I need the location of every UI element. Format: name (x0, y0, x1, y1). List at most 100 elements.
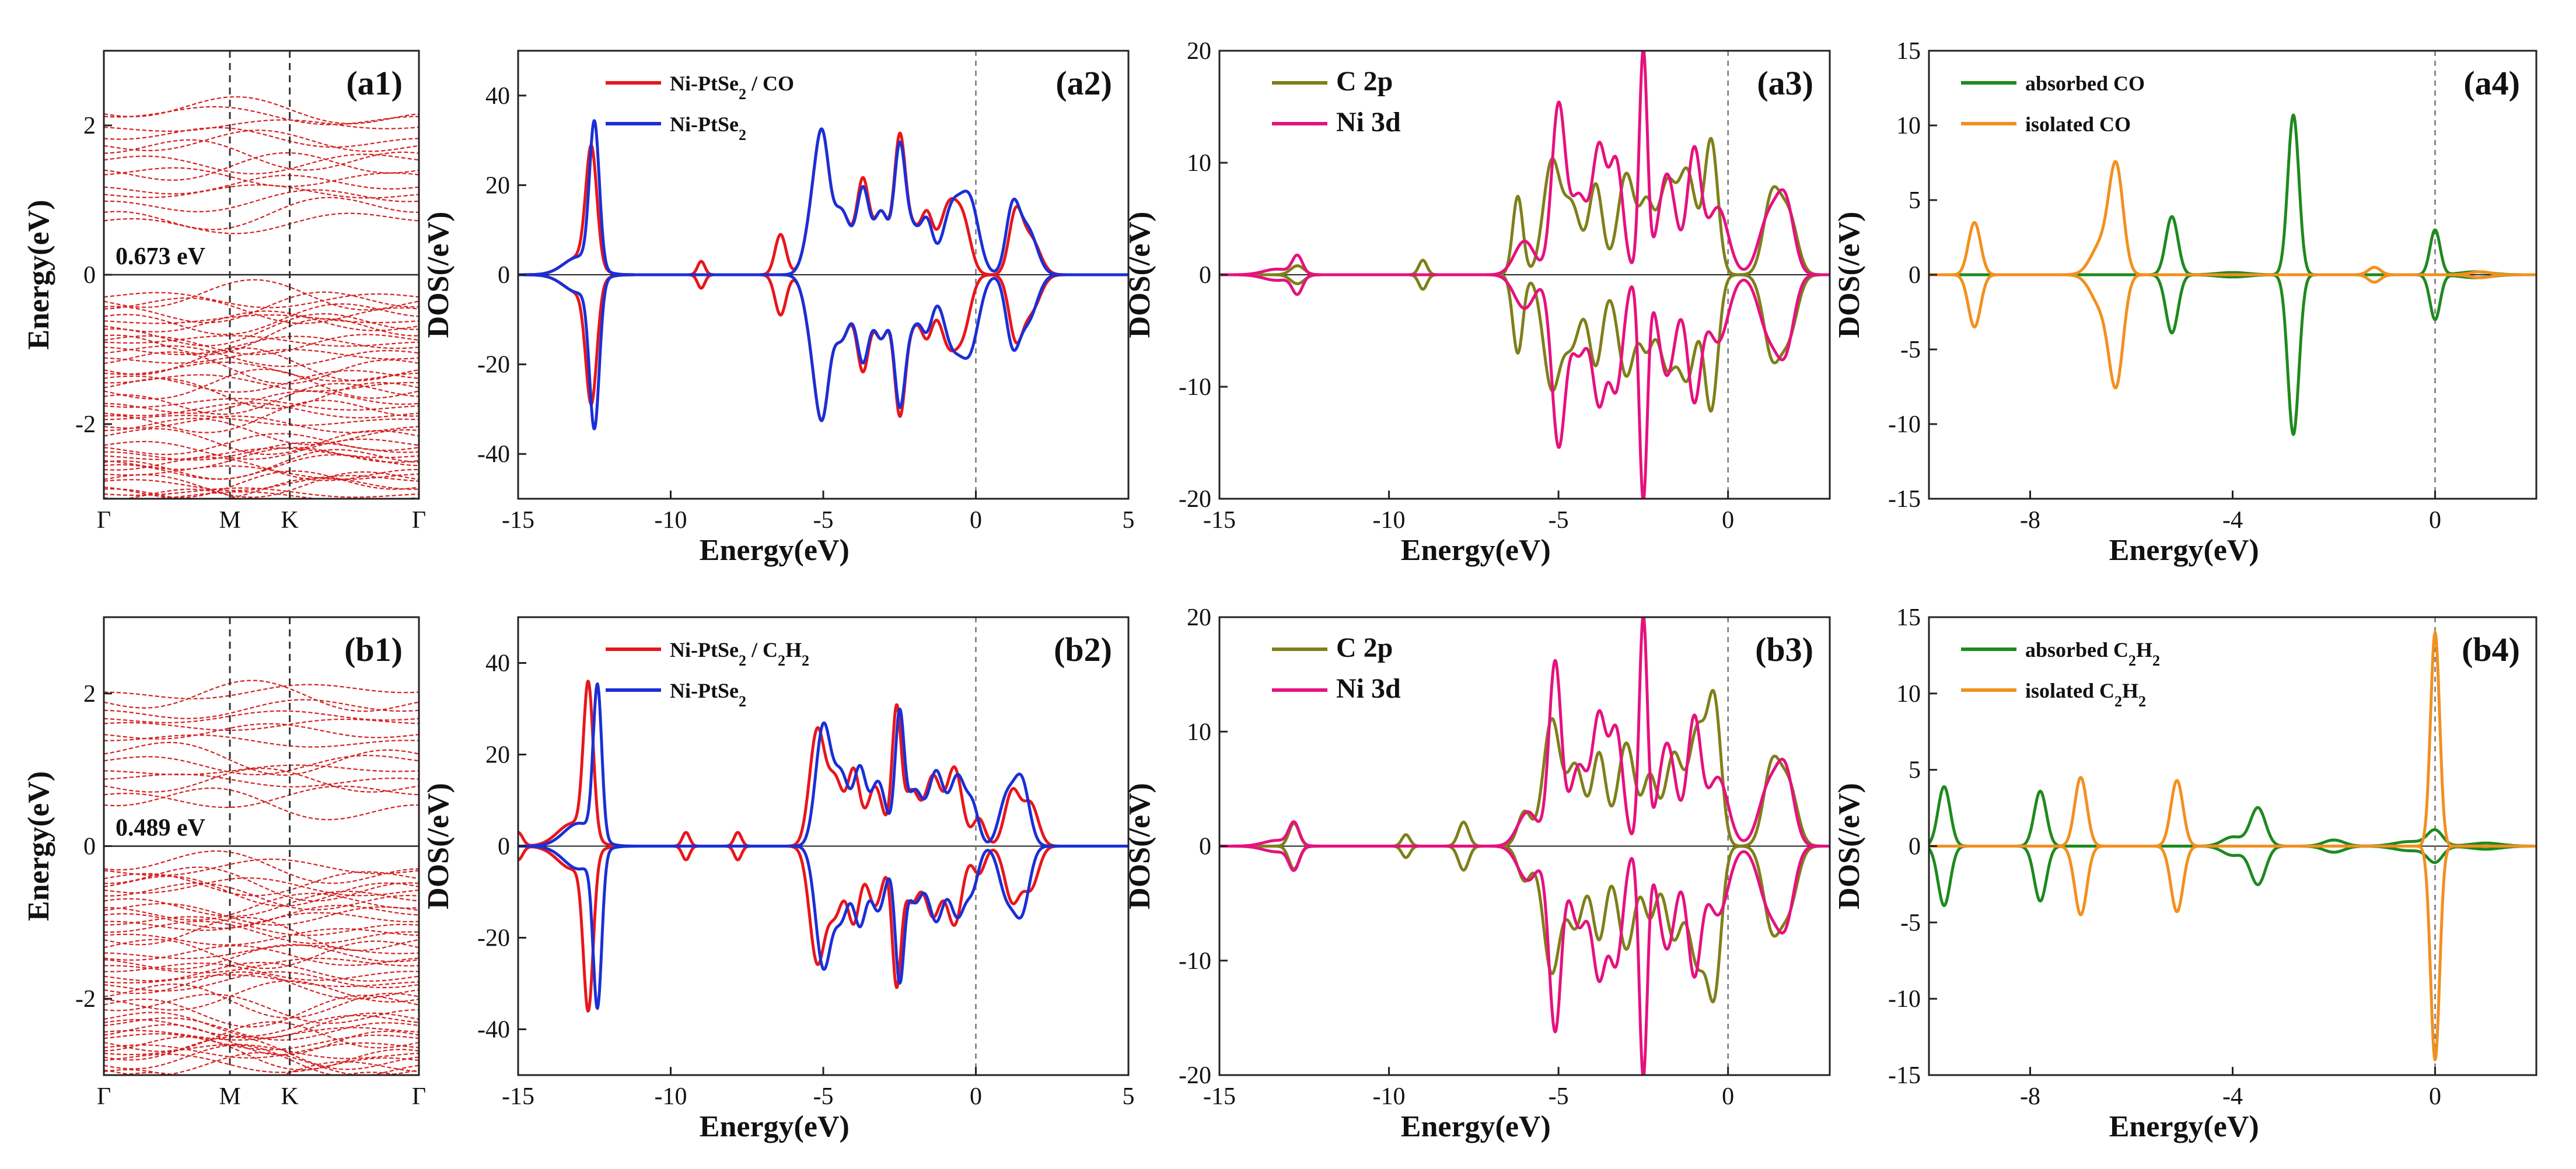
legend-label: Ni-PtSe2 / CO (670, 72, 794, 103)
kpoint-label: Γ (412, 507, 426, 534)
band-line (104, 921, 419, 944)
legend-subscript: 2 (739, 86, 746, 103)
band-line (121, 488, 242, 499)
band-line (104, 866, 419, 902)
x-tick-label: -4 (2222, 1083, 2243, 1110)
y-tick-label: -15 (1888, 486, 1921, 513)
band-line (104, 788, 419, 821)
x-tick-label: 5 (1123, 1083, 1135, 1110)
y-tick-label: 20 (1187, 604, 1211, 631)
band-line (104, 1042, 419, 1059)
band-line (104, 465, 419, 480)
band-line (104, 347, 419, 382)
legend-label: isolated CO (2025, 113, 2131, 136)
band-line (104, 993, 419, 1024)
dos-curve-spin-down (518, 273, 1128, 422)
band-line (104, 939, 419, 970)
dos-chart-b4: -8 -4 0 -15 -10 -5 0 5 10 15 DOS(/eV) Energy(eV) (b4… (1833, 604, 2537, 1143)
band-line (104, 351, 419, 385)
y-tick-label: -10 (1888, 411, 1921, 438)
band-line (104, 858, 419, 876)
dos-curve-spin-up (1929, 631, 2536, 848)
band-line (104, 418, 419, 446)
legend-label: Ni 3d (1336, 107, 1401, 138)
band-line (104, 1033, 419, 1051)
x-tick-label: -15 (502, 1083, 534, 1110)
band-line (104, 764, 419, 776)
kpoint-label: K (281, 507, 298, 534)
dos-curve-spin-down (1929, 845, 2536, 907)
x-tick-label: 5 (1123, 507, 1135, 534)
band-line (104, 680, 419, 712)
band-line (104, 995, 419, 1028)
band-line (104, 447, 419, 460)
band-gap-label: 0.673 eV (116, 243, 205, 270)
band-line (104, 470, 419, 499)
band-line (104, 785, 419, 808)
x-tick-label: -15 (1203, 1083, 1236, 1110)
legend-text-part: isolated C (2025, 679, 2114, 702)
band-line (104, 487, 419, 498)
legend-text-part: Ni 3d (1336, 107, 1401, 138)
band-line (104, 334, 419, 355)
legend-text-part: H (2136, 638, 2152, 662)
band-line (104, 974, 419, 988)
legend-text-part: Ni-PtSe (670, 638, 739, 662)
legend-label: Ni 3d (1336, 673, 1401, 704)
x-axis-label: Energy(eV) (2109, 534, 2259, 567)
x-tick-label: -5 (1549, 507, 1569, 534)
dos-curve-spin-up (518, 682, 1128, 848)
legend-label: Ni-PtSe2 (670, 113, 746, 144)
y-tick-label: 0 (83, 834, 96, 860)
band-line (104, 890, 419, 918)
band-line (104, 152, 419, 181)
dos-curve-spin-down (1219, 845, 1830, 1003)
y-axis-label: Energy(eV) (22, 771, 55, 921)
x-tick-label: -5 (813, 507, 834, 534)
dos-chart-a2: -15 -10 -5 0 5 -40 -20 0 20 40 DOS(/eV) Energy(eV) (… (422, 50, 1135, 567)
band-line (104, 349, 419, 364)
band-line (104, 291, 419, 324)
panel-label: (a1) (346, 64, 403, 102)
legend-text-part: isolated CO (2025, 113, 2131, 136)
band-line (104, 442, 419, 461)
y-tick-label: 10 (1896, 681, 1921, 708)
band-line (104, 1036, 419, 1071)
y-tick-label: -10 (1888, 986, 1921, 1013)
band-line (104, 710, 419, 723)
y-tick-label: 0 (498, 834, 510, 860)
y-axis-label: DOS(/eV) (1833, 783, 1866, 909)
band-line (104, 1021, 419, 1052)
series-group (1219, 51, 1830, 499)
series-group (518, 119, 1128, 430)
dos-curve-spin-down (1929, 273, 2536, 436)
band-line (104, 361, 419, 382)
dos-curve-spin-up (1929, 160, 2536, 276)
x-tick-label: 0 (970, 1083, 982, 1110)
band-line (104, 383, 419, 415)
band-line (104, 699, 419, 719)
y-tick-label: 15 (1896, 38, 1921, 65)
band-line (104, 718, 419, 731)
band-line (104, 475, 419, 492)
band-line (104, 961, 419, 982)
band-line (104, 905, 419, 929)
x-axis-label: Energy(eV) (2109, 1110, 2259, 1143)
band-structure-b1: Γ M K Γ -2 0 2 Energy(eV) (b1) 0.489 eV (22, 616, 426, 1110)
panel-label: (a2) (1055, 64, 1112, 102)
legend-text-part: H (2122, 679, 2138, 702)
band-line (104, 415, 419, 433)
band-line (104, 106, 419, 125)
band-line (104, 310, 419, 332)
legend-subscript: 2 (739, 127, 746, 144)
y-tick-label: 40 (485, 650, 510, 677)
dos-curve-spin-up (1929, 113, 2536, 276)
bands (104, 680, 419, 1075)
y-tick-label: 20 (485, 172, 510, 199)
band-line (104, 774, 419, 788)
x-tick-label: 0 (970, 507, 982, 534)
band-line (104, 734, 419, 748)
y-tick-label: 40 (485, 83, 510, 110)
dos-curve-spin-down (518, 273, 1128, 430)
